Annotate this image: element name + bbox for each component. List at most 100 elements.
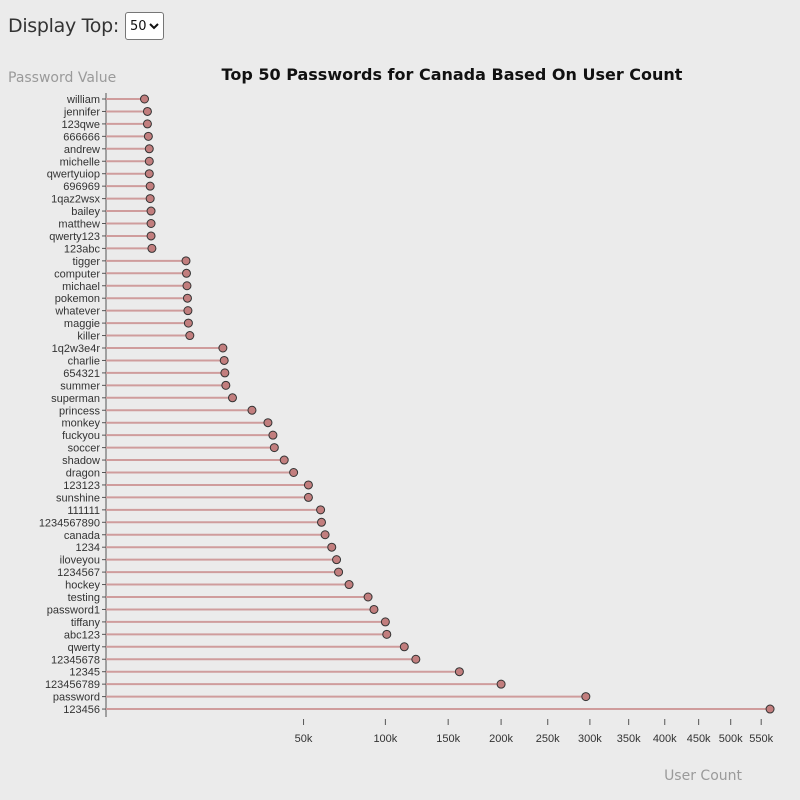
x-tick-label: 550k (749, 733, 773, 745)
y-tick-label: andrew (64, 144, 100, 156)
data-point[interactable] (227, 393, 237, 403)
y-tick-label: michelle (60, 156, 100, 168)
x-tick-label: 150k (436, 733, 460, 745)
data-point[interactable] (218, 343, 228, 353)
y-axis-title: Password Value (8, 70, 116, 86)
data-point[interactable] (303, 480, 313, 490)
data-point[interactable] (181, 256, 191, 266)
data-point[interactable] (146, 231, 156, 241)
markers-layer (140, 94, 775, 714)
data-point[interactable] (182, 293, 192, 303)
y-tick-label: 696969 (63, 181, 100, 193)
data-point[interactable] (369, 604, 379, 614)
y-tick-label: 1234 (76, 542, 100, 554)
y-tick-label: iloveyou (60, 555, 100, 567)
y-tick-label: shadow (62, 455, 100, 467)
stems-layer (106, 98, 771, 711)
y-tick-label: sunshine (56, 492, 100, 504)
y-tick-label: pokemon (55, 293, 100, 305)
x-axis-ticks: 50k 100k 150k 200k 250k 300k 350k 400k 450k 500k 5… (295, 719, 774, 745)
y-tick-label: qwerty (68, 642, 101, 654)
data-point[interactable] (380, 617, 390, 627)
chevron-down-icon (148, 23, 159, 30)
data-point[interactable] (263, 418, 273, 428)
data-point[interactable] (146, 206, 156, 216)
x-tick-label: 400k (653, 733, 677, 745)
data-point[interactable] (334, 567, 344, 577)
data-point[interactable] (454, 667, 464, 677)
data-point[interactable] (289, 468, 299, 477)
data-point[interactable] (144, 144, 154, 154)
data-point[interactable] (181, 268, 191, 278)
data-point[interactable] (279, 455, 289, 465)
data-point[interactable] (147, 243, 157, 253)
y-tick-label: 123456 (63, 704, 100, 716)
data-point[interactable] (382, 629, 392, 639)
y-tick-label: killer (77, 331, 100, 343)
data-point[interactable] (316, 505, 326, 515)
y-tick-label: computer (54, 268, 100, 280)
y-tick-label: abc123 (64, 629, 100, 641)
data-point[interactable] (144, 169, 154, 179)
y-tick-label: tigger (72, 256, 100, 268)
y-tick-label: 1234567 (57, 567, 100, 579)
data-point[interactable] (316, 517, 326, 527)
data-point[interactable] (145, 181, 155, 191)
data-point[interactable] (143, 131, 153, 141)
data-point[interactable] (399, 642, 409, 652)
x-tick-label: 100k (373, 733, 397, 745)
data-point[interactable] (183, 306, 193, 316)
display-top-select[interactable]: 50 (124, 12, 164, 40)
data-point[interactable] (182, 281, 192, 291)
data-point[interactable] (269, 443, 279, 453)
data-point[interactable] (411, 654, 421, 664)
x-tick-label: 200k (489, 733, 513, 745)
data-point[interactable] (221, 380, 231, 390)
data-point[interactable] (581, 692, 591, 702)
y-axis-ticks: williamjennifer123qwe666666andrewmichell… (39, 94, 106, 716)
y-tick-label: testing (68, 592, 100, 604)
data-point[interactable] (363, 592, 373, 602)
y-tick-label: 1qaz2wsx (51, 194, 100, 206)
data-point[interactable] (185, 331, 195, 341)
y-tick-label: fuckyou (62, 430, 100, 442)
y-tick-label: 654321 (63, 368, 100, 380)
y-tick-label: password1 (47, 604, 100, 616)
data-point[interactable] (303, 492, 313, 502)
data-point[interactable] (327, 542, 337, 552)
data-point[interactable] (146, 219, 156, 228)
data-point[interactable] (332, 555, 342, 565)
y-tick-label: whatever (54, 306, 100, 318)
data-point[interactable] (145, 194, 155, 204)
data-point[interactable] (220, 368, 230, 378)
x-tick-label: 450k (687, 733, 711, 745)
y-tick-label: charlie (68, 355, 100, 367)
y-tick-label: 111111 (67, 505, 100, 517)
data-point[interactable] (320, 530, 330, 540)
y-tick-label: password (53, 692, 100, 704)
data-point[interactable] (144, 156, 154, 166)
data-point[interactable] (765, 704, 775, 714)
data-point[interactable] (142, 106, 152, 116)
y-tick-label: 12345 (69, 667, 100, 679)
data-point[interactable] (219, 355, 229, 365)
chart-title: Top 50 Passwords for Canada Based On Use… (222, 65, 683, 84)
data-point[interactable] (344, 580, 354, 590)
y-tick-label: dragon (66, 468, 100, 480)
data-point[interactable] (142, 119, 152, 129)
data-point[interactable] (183, 318, 193, 328)
x-axis-title: User Count (664, 768, 742, 784)
data-point[interactable] (496, 679, 506, 689)
data-point[interactable] (247, 405, 257, 415)
y-tick-label: princess (59, 405, 100, 417)
y-tick-label: superman (51, 393, 100, 405)
x-tick-label: 250k (536, 733, 560, 745)
y-tick-label: 666666 (63, 131, 100, 143)
y-tick-label: qwertyuiop (47, 169, 100, 181)
data-point[interactable] (140, 94, 150, 104)
data-point[interactable] (268, 430, 278, 440)
y-tick-label: 1234567890 (39, 517, 100, 529)
y-tick-label: 123123 (63, 480, 100, 492)
y-tick-label: summer (60, 380, 100, 392)
